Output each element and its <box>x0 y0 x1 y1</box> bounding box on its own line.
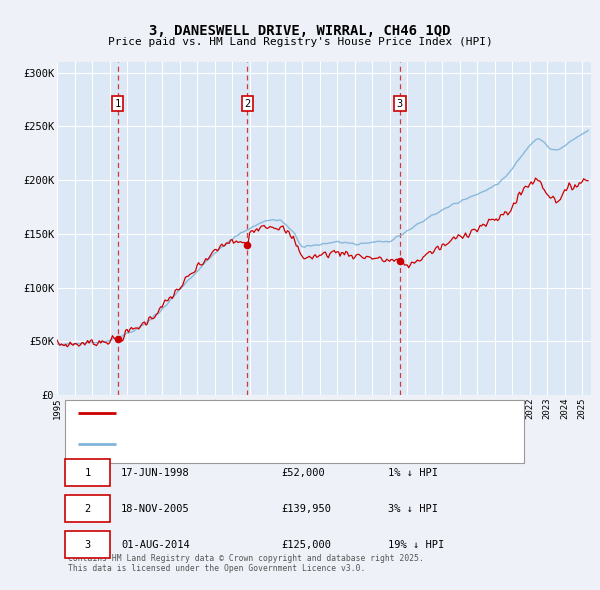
Text: 01-AUG-2014: 01-AUG-2014 <box>121 540 190 550</box>
Text: 19% ↓ HPI: 19% ↓ HPI <box>388 540 445 550</box>
Text: Price paid vs. HM Land Registry's House Price Index (HPI): Price paid vs. HM Land Registry's House … <box>107 37 493 47</box>
Text: Contains HM Land Registry data © Crown copyright and database right 2025.
This d: Contains HM Land Registry data © Crown c… <box>68 554 424 573</box>
FancyBboxPatch shape <box>65 495 110 522</box>
Text: 1% ↓ HPI: 1% ↓ HPI <box>388 468 438 477</box>
Text: £125,000: £125,000 <box>281 540 331 550</box>
Text: 3% ↓ HPI: 3% ↓ HPI <box>388 504 438 514</box>
FancyBboxPatch shape <box>65 399 524 463</box>
Text: 2: 2 <box>244 99 251 109</box>
FancyBboxPatch shape <box>65 459 110 486</box>
Text: 3: 3 <box>397 99 403 109</box>
Text: 18-NOV-2005: 18-NOV-2005 <box>121 504 190 514</box>
Text: 1: 1 <box>85 468 91 477</box>
FancyBboxPatch shape <box>65 531 110 558</box>
Text: 3: 3 <box>85 540 91 550</box>
Text: £139,950: £139,950 <box>281 504 331 514</box>
Text: 2: 2 <box>85 504 91 514</box>
Text: HPI: Average price, semi-detached house, Wirral: HPI: Average price, semi-detached house,… <box>124 439 400 449</box>
Text: £52,000: £52,000 <box>281 468 325 477</box>
Text: 3, DANESWELL DRIVE, WIRRAL, CH46 1QD: 3, DANESWELL DRIVE, WIRRAL, CH46 1QD <box>149 24 451 38</box>
Text: 1: 1 <box>115 99 121 109</box>
Text: 17-JUN-1998: 17-JUN-1998 <box>121 468 190 477</box>
Text: 3, DANESWELL DRIVE, WIRRAL, CH46 1QD (semi-detached house): 3, DANESWELL DRIVE, WIRRAL, CH46 1QD (se… <box>124 408 464 418</box>
